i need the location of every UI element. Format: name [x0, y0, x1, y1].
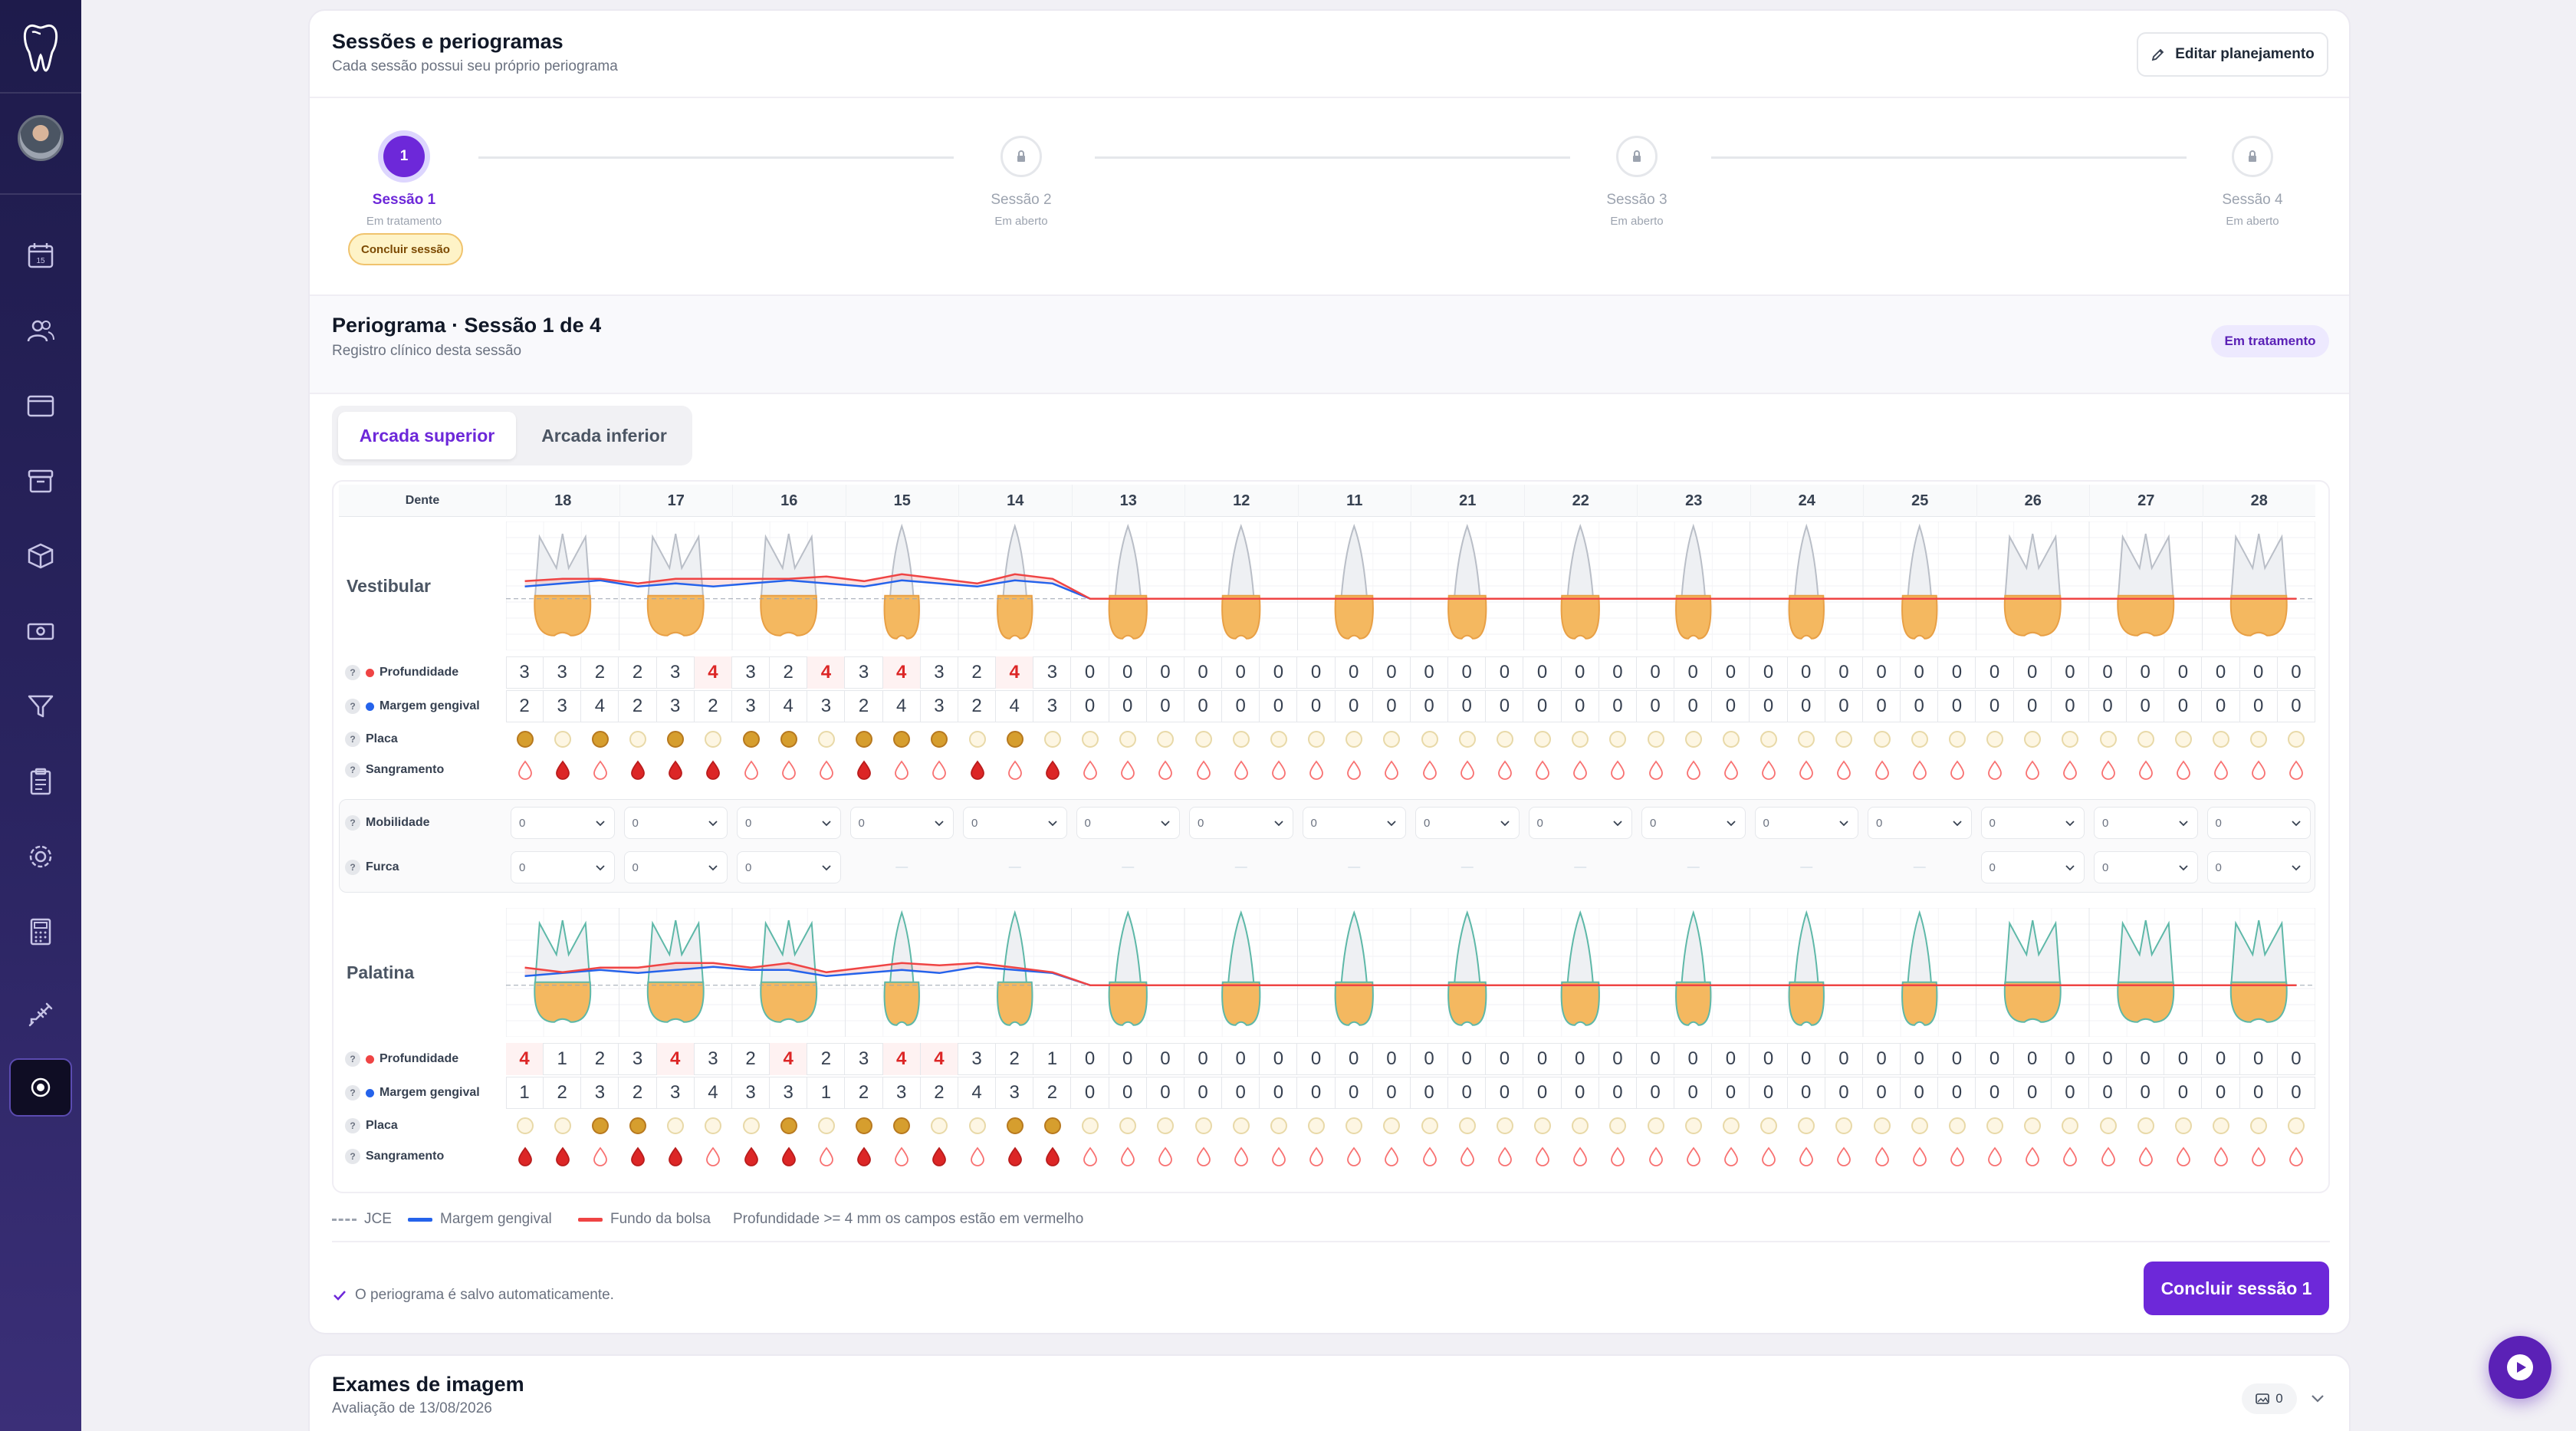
step-1-circle[interactable]: 1	[383, 136, 425, 177]
window-icon[interactable]	[21, 387, 60, 425]
step-3-circle[interactable]	[1616, 136, 1658, 177]
image-icon	[2256, 1393, 2270, 1404]
filter-icon[interactable]	[21, 687, 60, 725]
legend-fundo-label: Fundo da bolsa	[610, 1211, 711, 1227]
conclude-session-chip[interactable]: Concluir sessão	[348, 233, 463, 265]
money-icon[interactable]	[21, 612, 60, 650]
lock-icon	[1633, 150, 1641, 162]
syringe-icon[interactable]	[21, 995, 60, 1034]
tab-arcada-superior[interactable]: Arcada superior	[338, 412, 516, 459]
step-3-label[interactable]: Sessão 3	[1606, 192, 1668, 208]
periogram-title: Periograma · Sessão 1 de 4	[332, 314, 602, 337]
exams-subtitle: Avaliação de 13/08/2026	[332, 1400, 492, 1416]
sessions-subtitle: Cada sessão possui seu próprio periogram…	[332, 58, 618, 74]
status-badge: Em tratamento	[2211, 325, 2329, 357]
step-2-label[interactable]: Sessão 2	[991, 192, 1052, 208]
legend-jce-label: JCE	[364, 1211, 392, 1227]
step-connector	[1095, 156, 1570, 159]
step-2-status: Em aberto	[994, 215, 1048, 228]
clipboard-icon[interactable]	[21, 762, 60, 801]
legend-margem: Margem gengival	[408, 1211, 552, 1228]
periogram-header	[310, 294, 2349, 394]
avatar[interactable]	[18, 115, 64, 161]
tab-arcada-inferior[interactable]: Arcada inferior	[541, 425, 667, 446]
settings-icon[interactable]	[21, 837, 60, 876]
step-4-label[interactable]: Sessão 4	[2222, 192, 2283, 208]
exams-title: Exames de imagem	[332, 1373, 524, 1396]
autosave-note: O periograma é salvo automaticamente.	[332, 1287, 614, 1304]
exams-card: Exames de imagem Avaliação de 13/08/2026…	[308, 1354, 2351, 1431]
step-connector	[1711, 156, 2187, 159]
check-icon	[334, 1291, 346, 1301]
edit-planning-label: Editar planejamento	[2175, 46, 2315, 62]
calendar-day: 15	[36, 257, 45, 265]
step-4-status: Em aberto	[2226, 215, 2279, 228]
calendar-icon[interactable]: 15	[21, 236, 60, 275]
conclude-session-button[interactable]: Concluir sessão 1	[2144, 1262, 2329, 1315]
archive-icon[interactable]	[21, 462, 60, 500]
record-icon[interactable]	[9, 1058, 72, 1117]
box-icon[interactable]	[21, 537, 60, 575]
legend-fundo: Fundo da bolsa	[578, 1211, 711, 1228]
legend-note: Profundidade >= 4 mm os campos estão em …	[733, 1211, 1084, 1227]
sidebar: 15	[0, 0, 81, 1431]
legend-jce: JCE	[332, 1211, 392, 1228]
step-connector	[478, 156, 954, 159]
step-2-circle[interactable]	[1001, 136, 1042, 177]
legend-margem-label: Margem gengival	[440, 1211, 552, 1227]
lock-icon	[2249, 150, 2256, 162]
chevron-down-icon[interactable]	[2309, 1390, 2326, 1406]
sessions-title: Sessões e periogramas	[332, 30, 564, 53]
step-1-label[interactable]: Sessão 1	[372, 192, 436, 208]
edit-planning-button[interactable]: Editar planejamento	[2137, 32, 2328, 77]
step-4-circle[interactable]	[2232, 136, 2273, 177]
patients-icon[interactable]	[21, 311, 60, 350]
video-help-button[interactable]	[2489, 1336, 2551, 1399]
step-1-status: Em tratamento	[366, 215, 442, 228]
autosave-text: O periograma é salvo automaticamente.	[355, 1287, 614, 1303]
sessions-card: Sessões e periogramas Cada sessão possui…	[308, 9, 2351, 1334]
pencil-icon	[2151, 48, 2164, 61]
calculator-icon[interactable]	[21, 913, 60, 951]
exams-count-badge: 0	[2242, 1383, 2297, 1414]
periogram-table	[332, 480, 2330, 1193]
lock-icon	[1017, 150, 1025, 162]
periogram-subtitle: Registro clínico desta sessão	[332, 343, 522, 359]
step-3-status: Em aberto	[1610, 215, 1664, 228]
exams-count: 0	[2275, 1391, 2283, 1406]
tooth-logo-icon[interactable]	[20, 21, 61, 74]
play-icon	[2507, 1354, 2533, 1380]
